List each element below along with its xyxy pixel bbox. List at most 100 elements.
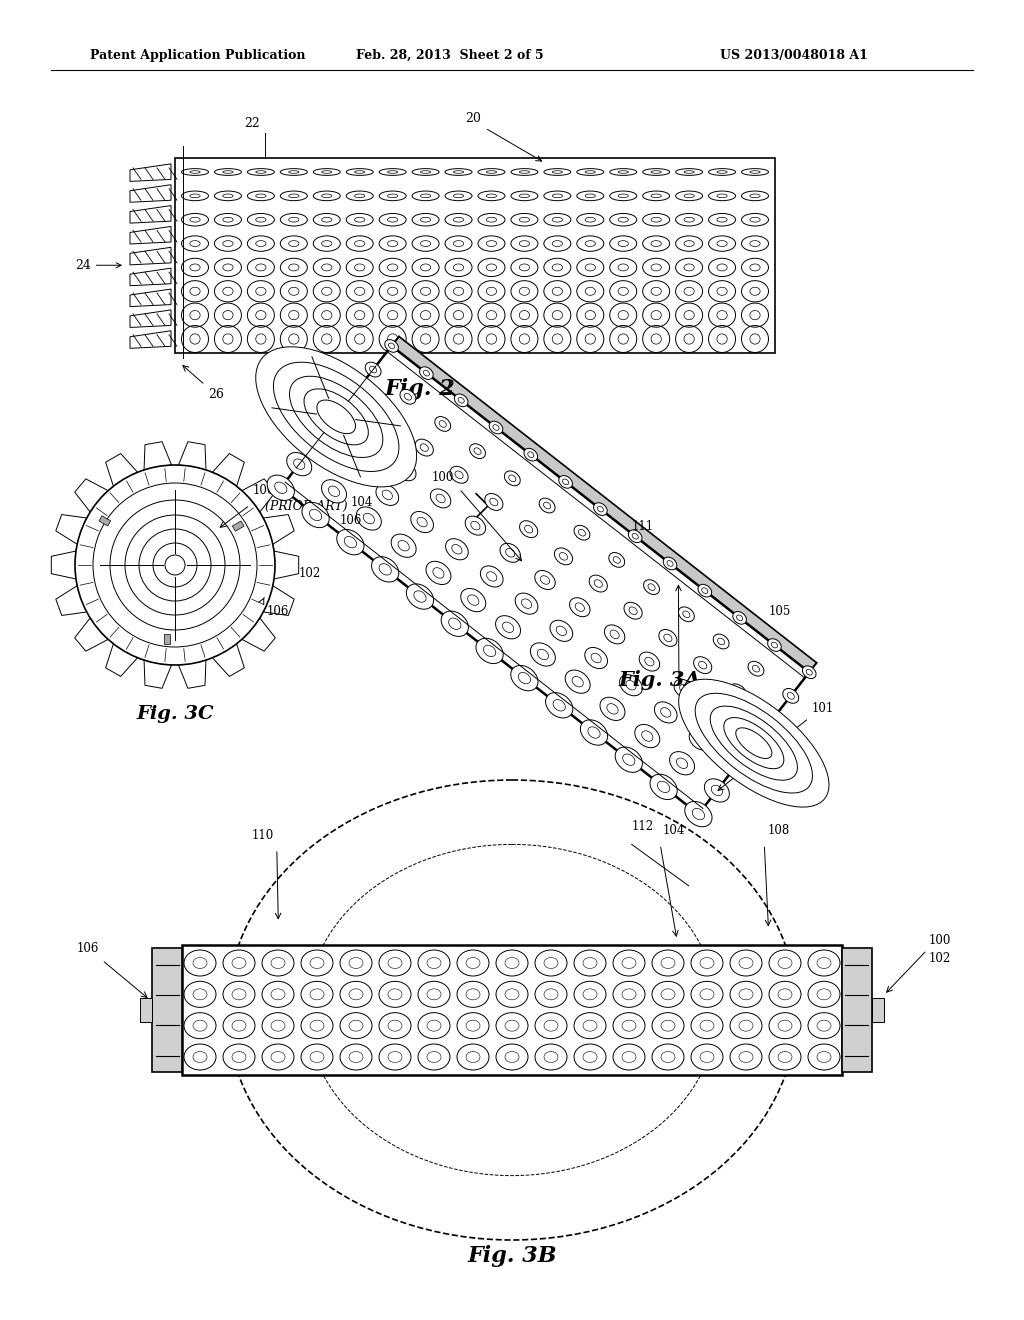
Polygon shape (288, 337, 816, 805)
Ellipse shape (736, 727, 772, 759)
Text: 106: 106 (267, 605, 290, 618)
Ellipse shape (670, 751, 694, 775)
Ellipse shape (380, 412, 398, 429)
Ellipse shape (733, 611, 746, 624)
Ellipse shape (763, 711, 781, 727)
Ellipse shape (519, 520, 538, 537)
Text: Fig. 3B: Fig. 3B (467, 1245, 557, 1267)
Ellipse shape (302, 503, 329, 528)
Ellipse shape (372, 557, 398, 582)
Text: US 2013/0048018 A1: US 2013/0048018 A1 (720, 49, 868, 62)
Ellipse shape (565, 671, 590, 693)
Polygon shape (75, 479, 109, 512)
Text: 112: 112 (632, 820, 654, 833)
Text: 22: 22 (245, 117, 260, 129)
Polygon shape (178, 442, 206, 470)
Polygon shape (212, 644, 245, 676)
Polygon shape (55, 515, 87, 544)
Ellipse shape (644, 579, 659, 594)
Bar (872, 998, 884, 1022)
Ellipse shape (713, 634, 729, 649)
Ellipse shape (322, 479, 346, 503)
Ellipse shape (782, 689, 799, 704)
Ellipse shape (465, 516, 485, 535)
Text: Fig. 2: Fig. 2 (385, 378, 456, 400)
Ellipse shape (356, 507, 381, 531)
Ellipse shape (337, 529, 364, 554)
Ellipse shape (496, 615, 520, 639)
Ellipse shape (385, 339, 398, 352)
Ellipse shape (705, 779, 729, 803)
Ellipse shape (540, 498, 555, 513)
Ellipse shape (376, 484, 398, 506)
Ellipse shape (585, 648, 607, 668)
Text: 24: 24 (75, 259, 121, 272)
Polygon shape (175, 158, 775, 352)
Ellipse shape (711, 706, 798, 780)
Text: Fig. 3A: Fig. 3A (618, 671, 701, 690)
Text: Patent Application Publication: Patent Application Publication (90, 49, 305, 62)
Ellipse shape (505, 471, 520, 486)
Polygon shape (55, 586, 87, 615)
Ellipse shape (273, 362, 399, 471)
Ellipse shape (554, 548, 572, 565)
Ellipse shape (550, 620, 572, 642)
Ellipse shape (461, 589, 485, 611)
Ellipse shape (395, 462, 416, 480)
Text: 104: 104 (683, 693, 706, 706)
Polygon shape (242, 479, 275, 512)
Text: 111: 111 (632, 520, 653, 533)
Ellipse shape (728, 684, 746, 701)
Ellipse shape (639, 652, 659, 671)
Ellipse shape (441, 611, 468, 636)
Ellipse shape (480, 566, 503, 587)
Polygon shape (75, 618, 109, 651)
Text: (PRIOR ART): (PRIOR ART) (265, 500, 347, 513)
Ellipse shape (624, 602, 642, 619)
Ellipse shape (489, 421, 503, 434)
Text: 106: 106 (339, 513, 361, 527)
Text: Feb. 28, 2013  Sheet 2 of 5: Feb. 28, 2013 Sheet 2 of 5 (356, 49, 544, 62)
Ellipse shape (391, 535, 416, 557)
Text: 102: 102 (929, 952, 951, 965)
Ellipse shape (743, 734, 764, 752)
Ellipse shape (658, 630, 677, 647)
Ellipse shape (600, 697, 625, 721)
Ellipse shape (609, 553, 625, 568)
Ellipse shape (420, 367, 433, 379)
Ellipse shape (724, 718, 784, 768)
Ellipse shape (430, 488, 451, 508)
Ellipse shape (685, 801, 712, 826)
Polygon shape (152, 948, 182, 1072)
Ellipse shape (411, 512, 433, 532)
Ellipse shape (546, 693, 572, 718)
Polygon shape (144, 442, 172, 470)
Polygon shape (51, 550, 76, 579)
Ellipse shape (316, 400, 355, 434)
Ellipse shape (407, 583, 433, 610)
Polygon shape (105, 454, 137, 486)
Ellipse shape (290, 376, 383, 458)
Ellipse shape (679, 680, 829, 807)
Ellipse shape (635, 725, 659, 747)
Ellipse shape (360, 434, 381, 454)
Circle shape (75, 465, 275, 665)
Text: 26: 26 (208, 388, 224, 401)
Bar (99, 516, 111, 525)
Text: 20: 20 (465, 112, 481, 125)
Polygon shape (182, 945, 842, 1074)
Text: 105: 105 (769, 605, 792, 618)
Ellipse shape (470, 444, 485, 458)
Ellipse shape (256, 347, 417, 487)
Ellipse shape (629, 529, 642, 543)
Polygon shape (842, 948, 872, 1072)
Ellipse shape (345, 384, 364, 401)
Polygon shape (242, 618, 275, 651)
Polygon shape (263, 515, 294, 544)
Polygon shape (178, 660, 206, 688)
Ellipse shape (559, 475, 572, 488)
Text: 100: 100 (929, 935, 951, 946)
Ellipse shape (415, 440, 433, 455)
Ellipse shape (615, 747, 642, 772)
Ellipse shape (435, 417, 451, 432)
